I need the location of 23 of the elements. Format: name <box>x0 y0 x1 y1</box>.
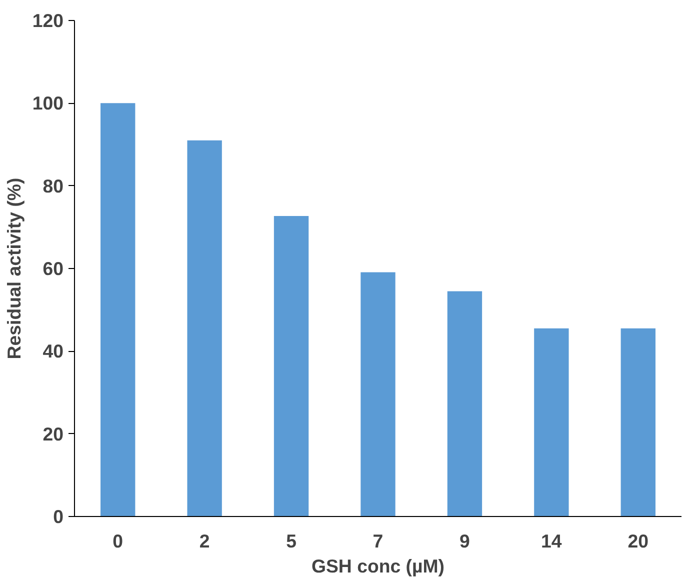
y-tick-label: 60 <box>42 258 64 279</box>
bar <box>447 291 482 516</box>
y-tick-label: 120 <box>32 10 64 31</box>
y-tick-label: 20 <box>42 423 64 444</box>
x-tick-label: 5 <box>286 530 296 552</box>
x-tick-label: 20 <box>628 530 649 552</box>
bar <box>620 328 656 516</box>
x-tick-label: 0 <box>112 530 124 552</box>
x-tick-label: 9 <box>460 530 470 552</box>
x-axis-title: GSH conc (µM) <box>311 556 445 576</box>
bar <box>100 103 136 516</box>
bar <box>274 216 309 516</box>
x-tick-label: 7 <box>372 530 384 552</box>
y-tick-label: 40 <box>42 340 64 362</box>
bar <box>360 272 396 516</box>
y-tick-label: 100 <box>32 92 64 114</box>
y-tick-label: 80 <box>42 175 64 196</box>
bar <box>187 140 222 516</box>
y-tick-label: 0 <box>53 506 64 527</box>
bar <box>534 328 569 516</box>
x-tick-label: 2 <box>199 530 210 552</box>
y-axis-title: Residual activity (%) <box>3 178 24 360</box>
x-tick-label: 14 <box>541 530 562 552</box>
